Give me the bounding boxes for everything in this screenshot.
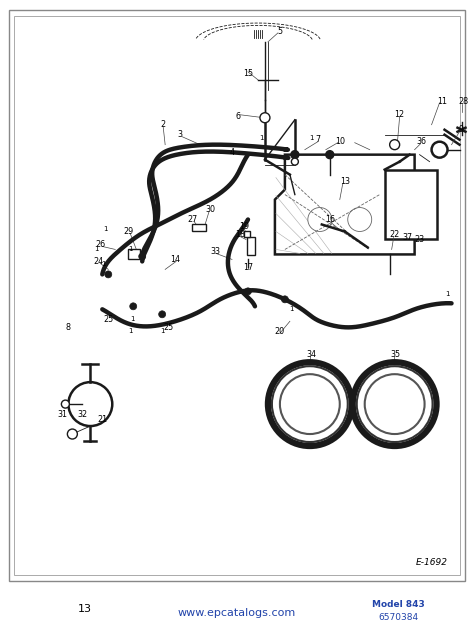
Circle shape: [280, 374, 340, 434]
Text: 22: 22: [390, 230, 400, 239]
Text: 12: 12: [394, 110, 405, 119]
Text: 1: 1: [94, 246, 99, 253]
Circle shape: [245, 288, 252, 295]
Text: 1: 1: [445, 291, 450, 298]
Text: 26: 26: [95, 240, 105, 249]
Text: 1: 1: [130, 316, 135, 322]
Circle shape: [260, 113, 270, 123]
Circle shape: [130, 303, 137, 310]
Text: 25: 25: [103, 315, 113, 324]
Text: 20: 20: [275, 327, 285, 335]
Text: www.epcatalogs.com: www.epcatalogs.com: [178, 608, 296, 618]
Text: 27: 27: [187, 215, 197, 224]
Text: 15: 15: [243, 70, 253, 78]
Circle shape: [68, 382, 112, 426]
Text: 1: 1: [260, 135, 264, 141]
Text: 11: 11: [438, 97, 447, 106]
Text: 5: 5: [277, 27, 283, 37]
Text: 30: 30: [205, 205, 215, 214]
Text: 1: 1: [103, 227, 108, 232]
Text: 28: 28: [458, 97, 469, 106]
Text: 36: 36: [417, 137, 427, 146]
Circle shape: [348, 208, 372, 232]
Text: 8: 8: [66, 323, 71, 332]
Text: 32: 32: [77, 410, 87, 418]
Text: 6570384: 6570384: [378, 613, 418, 622]
Circle shape: [390, 140, 400, 149]
Bar: [385, 170, 437, 239]
Bar: [247, 237, 255, 256]
Text: 16: 16: [325, 215, 335, 224]
Text: 10: 10: [335, 137, 345, 146]
Circle shape: [353, 362, 437, 446]
Text: 24: 24: [93, 257, 103, 266]
Circle shape: [292, 158, 298, 165]
Text: 1: 1: [128, 246, 133, 253]
Text: 13: 13: [340, 177, 350, 186]
Text: 21: 21: [97, 415, 108, 423]
Bar: [128, 249, 140, 260]
Text: 1: 1: [310, 135, 314, 141]
Circle shape: [326, 151, 334, 159]
Circle shape: [365, 374, 425, 434]
Text: 1: 1: [290, 306, 294, 312]
Bar: [244, 232, 250, 237]
Text: 1: 1: [160, 329, 164, 334]
Circle shape: [282, 296, 288, 303]
Circle shape: [139, 253, 146, 260]
Text: E-1692: E-1692: [416, 558, 447, 567]
Text: 18: 18: [235, 230, 245, 239]
Text: 14: 14: [170, 255, 180, 264]
Circle shape: [67, 429, 77, 439]
Circle shape: [62, 400, 69, 408]
Polygon shape: [275, 154, 415, 254]
Text: 7: 7: [315, 135, 320, 144]
Text: 6: 6: [236, 112, 240, 122]
Text: 23: 23: [415, 235, 425, 244]
Circle shape: [431, 142, 447, 158]
Text: 33: 33: [210, 247, 220, 256]
Text: 13: 13: [78, 604, 92, 614]
Text: 29: 29: [123, 227, 133, 236]
Text: 19: 19: [239, 222, 249, 231]
Text: 9: 9: [459, 125, 464, 134]
Text: 35: 35: [391, 349, 401, 359]
Circle shape: [159, 311, 165, 318]
Circle shape: [105, 271, 112, 278]
Text: 3: 3: [178, 130, 182, 139]
Bar: [192, 223, 206, 232]
Text: 34: 34: [307, 349, 317, 359]
Text: 31: 31: [57, 410, 67, 418]
Text: 37: 37: [402, 233, 413, 242]
Text: 1: 1: [128, 329, 133, 334]
Circle shape: [308, 208, 332, 232]
Text: 2: 2: [161, 120, 166, 129]
Circle shape: [268, 362, 352, 446]
Text: 4: 4: [229, 148, 235, 157]
Text: Model 843: Model 843: [372, 600, 425, 609]
Text: 25: 25: [163, 323, 173, 332]
Text: 1: 1: [101, 261, 106, 267]
Text: 17: 17: [243, 263, 253, 272]
Circle shape: [291, 151, 299, 159]
